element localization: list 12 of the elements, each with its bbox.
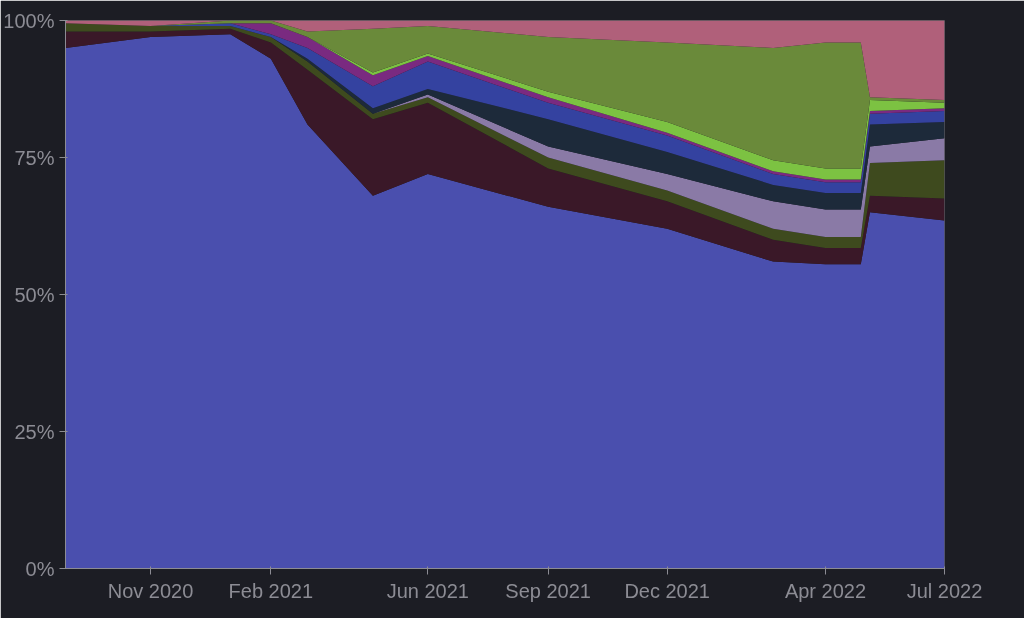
- y-tick-label: 25%: [14, 420, 55, 443]
- x-tick-label: Jul 2022: [906, 579, 983, 602]
- y-tick-label: 75%: [14, 146, 55, 169]
- x-tick-label: Jun 2021: [386, 579, 469, 602]
- y-tick-label: 100%: [3, 9, 55, 32]
- y-tick-label: 50%: [14, 283, 55, 306]
- x-tick-label: Nov 2020: [107, 579, 194, 602]
- x-tick-label: Dec 2021: [624, 579, 711, 602]
- x-tick-label: Sep 2021: [505, 579, 591, 602]
- x-tick-label: Apr 2022: [784, 579, 867, 602]
- x-tick-label: Feb 2021: [228, 579, 314, 602]
- y-tick-label: 0%: [25, 557, 55, 580]
